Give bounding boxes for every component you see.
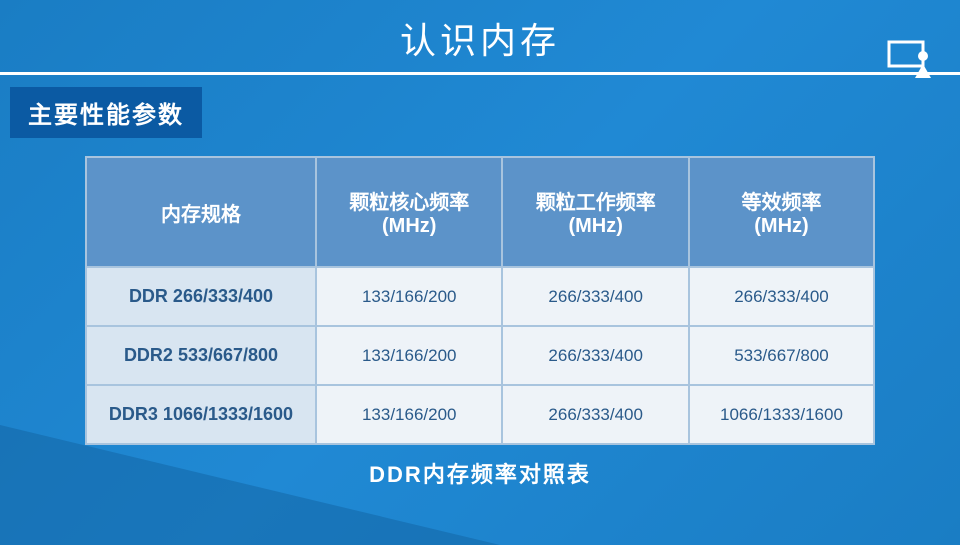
cell-value: 133/166/200	[316, 326, 502, 385]
table-row: DDR 266/333/400 133/166/200 266/333/400 …	[86, 267, 874, 326]
title-underline	[0, 72, 960, 75]
cell-value: 266/333/400	[502, 385, 688, 444]
cell-value: 1066/1333/1600	[689, 385, 874, 444]
background-triangle	[0, 425, 500, 545]
section-subtitle: 主要性能参数	[10, 87, 202, 138]
cell-value: 266/333/400	[502, 326, 688, 385]
cell-spec: DDR 266/333/400	[86, 267, 316, 326]
col-header-spec: 内存规格	[86, 157, 316, 267]
table-header-row: 内存规格 颗粒核心频率(MHz) 颗粒工作频率(MHz) 等效频率(MHz)	[86, 157, 874, 267]
cell-spec: DDR2 533/667/800	[86, 326, 316, 385]
cell-value: 266/333/400	[689, 267, 874, 326]
cell-value: 266/333/400	[502, 267, 688, 326]
col-header-core-freq: 颗粒核心频率(MHz)	[316, 157, 502, 267]
cell-value: 533/667/800	[689, 326, 874, 385]
cell-value: 133/166/200	[316, 267, 502, 326]
col-header-eff-freq: 等效频率(MHz)	[689, 157, 874, 267]
table-row: DDR2 533/667/800 133/166/200 266/333/400…	[86, 326, 874, 385]
col-header-work-freq: 颗粒工作频率(MHz)	[502, 157, 688, 267]
presentation-person-icon	[887, 40, 935, 85]
page-title: 认识内存	[0, 0, 960, 72]
